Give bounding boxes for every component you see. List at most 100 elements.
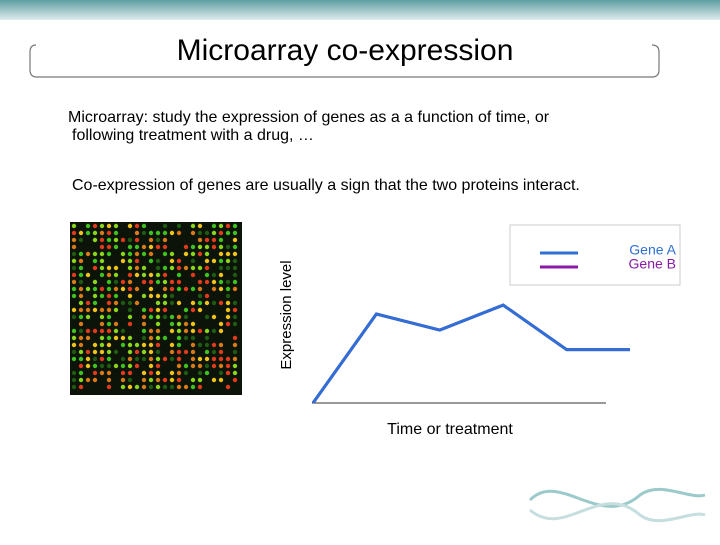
microarray-spot [120, 286, 126, 292]
microarray-spot [113, 265, 119, 271]
microarray-spot [120, 363, 126, 369]
microarray-spot [106, 279, 112, 285]
microarray-spot [155, 321, 161, 327]
microarray-spot [141, 279, 147, 285]
microarray-spot [134, 230, 140, 236]
microarray-spot [232, 356, 238, 362]
microarray-spot [113, 349, 119, 355]
microarray-spot [148, 272, 154, 278]
microarray-spot [127, 223, 133, 229]
microarray-spot [232, 265, 238, 271]
microarray-spot [113, 279, 119, 285]
microarray-spot [162, 251, 168, 257]
microarray-spot [120, 356, 126, 362]
microarray-spot [162, 279, 168, 285]
microarray-spot [92, 342, 98, 348]
microarray-spot [92, 279, 98, 285]
microarray-spot [78, 384, 84, 390]
microarray-spot [127, 265, 133, 271]
microarray-spot [225, 307, 231, 313]
microarray-spot [197, 244, 203, 250]
microarray-spot [204, 314, 210, 320]
microarray-spot [120, 279, 126, 285]
microarray-spot [176, 272, 182, 278]
microarray-spot [99, 223, 105, 229]
microarray-spot [190, 363, 196, 369]
microarray-spot [155, 237, 161, 243]
microarray-spot [141, 328, 147, 334]
microarray-spot [127, 279, 133, 285]
microarray-spot [113, 363, 119, 369]
paragraph: following treatment with a drug, … [72, 127, 314, 144]
microarray-spot [141, 223, 147, 229]
microarray-spot [183, 335, 189, 341]
microarray-spot [148, 356, 154, 362]
microarray-spot [197, 363, 203, 369]
microarray-spot [120, 258, 126, 264]
microarray-spot [225, 244, 231, 250]
microarray-spot [211, 237, 217, 243]
microarray-spot [190, 251, 196, 257]
microarray-spot [134, 349, 140, 355]
microarray-spot [204, 342, 210, 348]
microarray-spot [92, 300, 98, 306]
microarray-spot [127, 314, 133, 320]
microarray-spot [162, 237, 168, 243]
microarray-spot [71, 265, 77, 271]
microarray-spot [218, 258, 224, 264]
microarray-spot [148, 230, 154, 236]
microarray-spot [106, 307, 112, 313]
microarray-spot [71, 237, 77, 243]
microarray-spot [162, 272, 168, 278]
microarray-spot [148, 244, 154, 250]
microarray-spot [141, 356, 147, 362]
microarray-spot [106, 342, 112, 348]
microarray-spot [218, 272, 224, 278]
logo-strand [528, 487, 706, 508]
microarray-spot [204, 293, 210, 299]
microarray-spot [218, 377, 224, 383]
microarray-spot [99, 258, 105, 264]
microarray-spot [211, 300, 217, 306]
microarray-spot [106, 328, 112, 334]
microarray-spot [71, 384, 77, 390]
microarray-spot [141, 349, 147, 355]
microarray-spot [155, 384, 161, 390]
microarray-spot [148, 286, 154, 292]
microarray-spot [169, 342, 175, 348]
microarray-spot [176, 279, 182, 285]
microarray-spot [169, 230, 175, 236]
microarray-spot [232, 370, 238, 376]
microarray-spot [78, 349, 84, 355]
microarray-spot [162, 335, 168, 341]
microarray-spot [211, 328, 217, 334]
microarray-spot [176, 265, 182, 271]
microarray-spot [134, 244, 140, 250]
microarray-spot [78, 335, 84, 341]
microarray-spot [148, 370, 154, 376]
microarray-spot [92, 286, 98, 292]
microarray-spot [197, 377, 203, 383]
microarray-spot [99, 328, 105, 334]
microarray-spot [190, 244, 196, 250]
microarray-spot [141, 251, 147, 257]
microarray-spot [71, 279, 77, 285]
microarray-spot [162, 244, 168, 250]
microarray-spot [176, 321, 182, 327]
microarray-spot [134, 251, 140, 257]
microarray-spot [134, 237, 140, 243]
microarray-spot [85, 223, 91, 229]
microarray-spot [113, 244, 119, 250]
microarray-spot [120, 328, 126, 334]
microarray-spot [169, 251, 175, 257]
microarray-spot [197, 293, 203, 299]
microarray-spot [162, 356, 168, 362]
microarray-spot [232, 335, 238, 341]
microarray-spot [106, 314, 112, 320]
microarray-spot [99, 349, 105, 355]
microarray-spot [71, 314, 77, 320]
microarray-spot [232, 237, 238, 243]
microarray-spot [71, 335, 77, 341]
microarray-spot [92, 328, 98, 334]
microarray-spot [106, 363, 112, 369]
